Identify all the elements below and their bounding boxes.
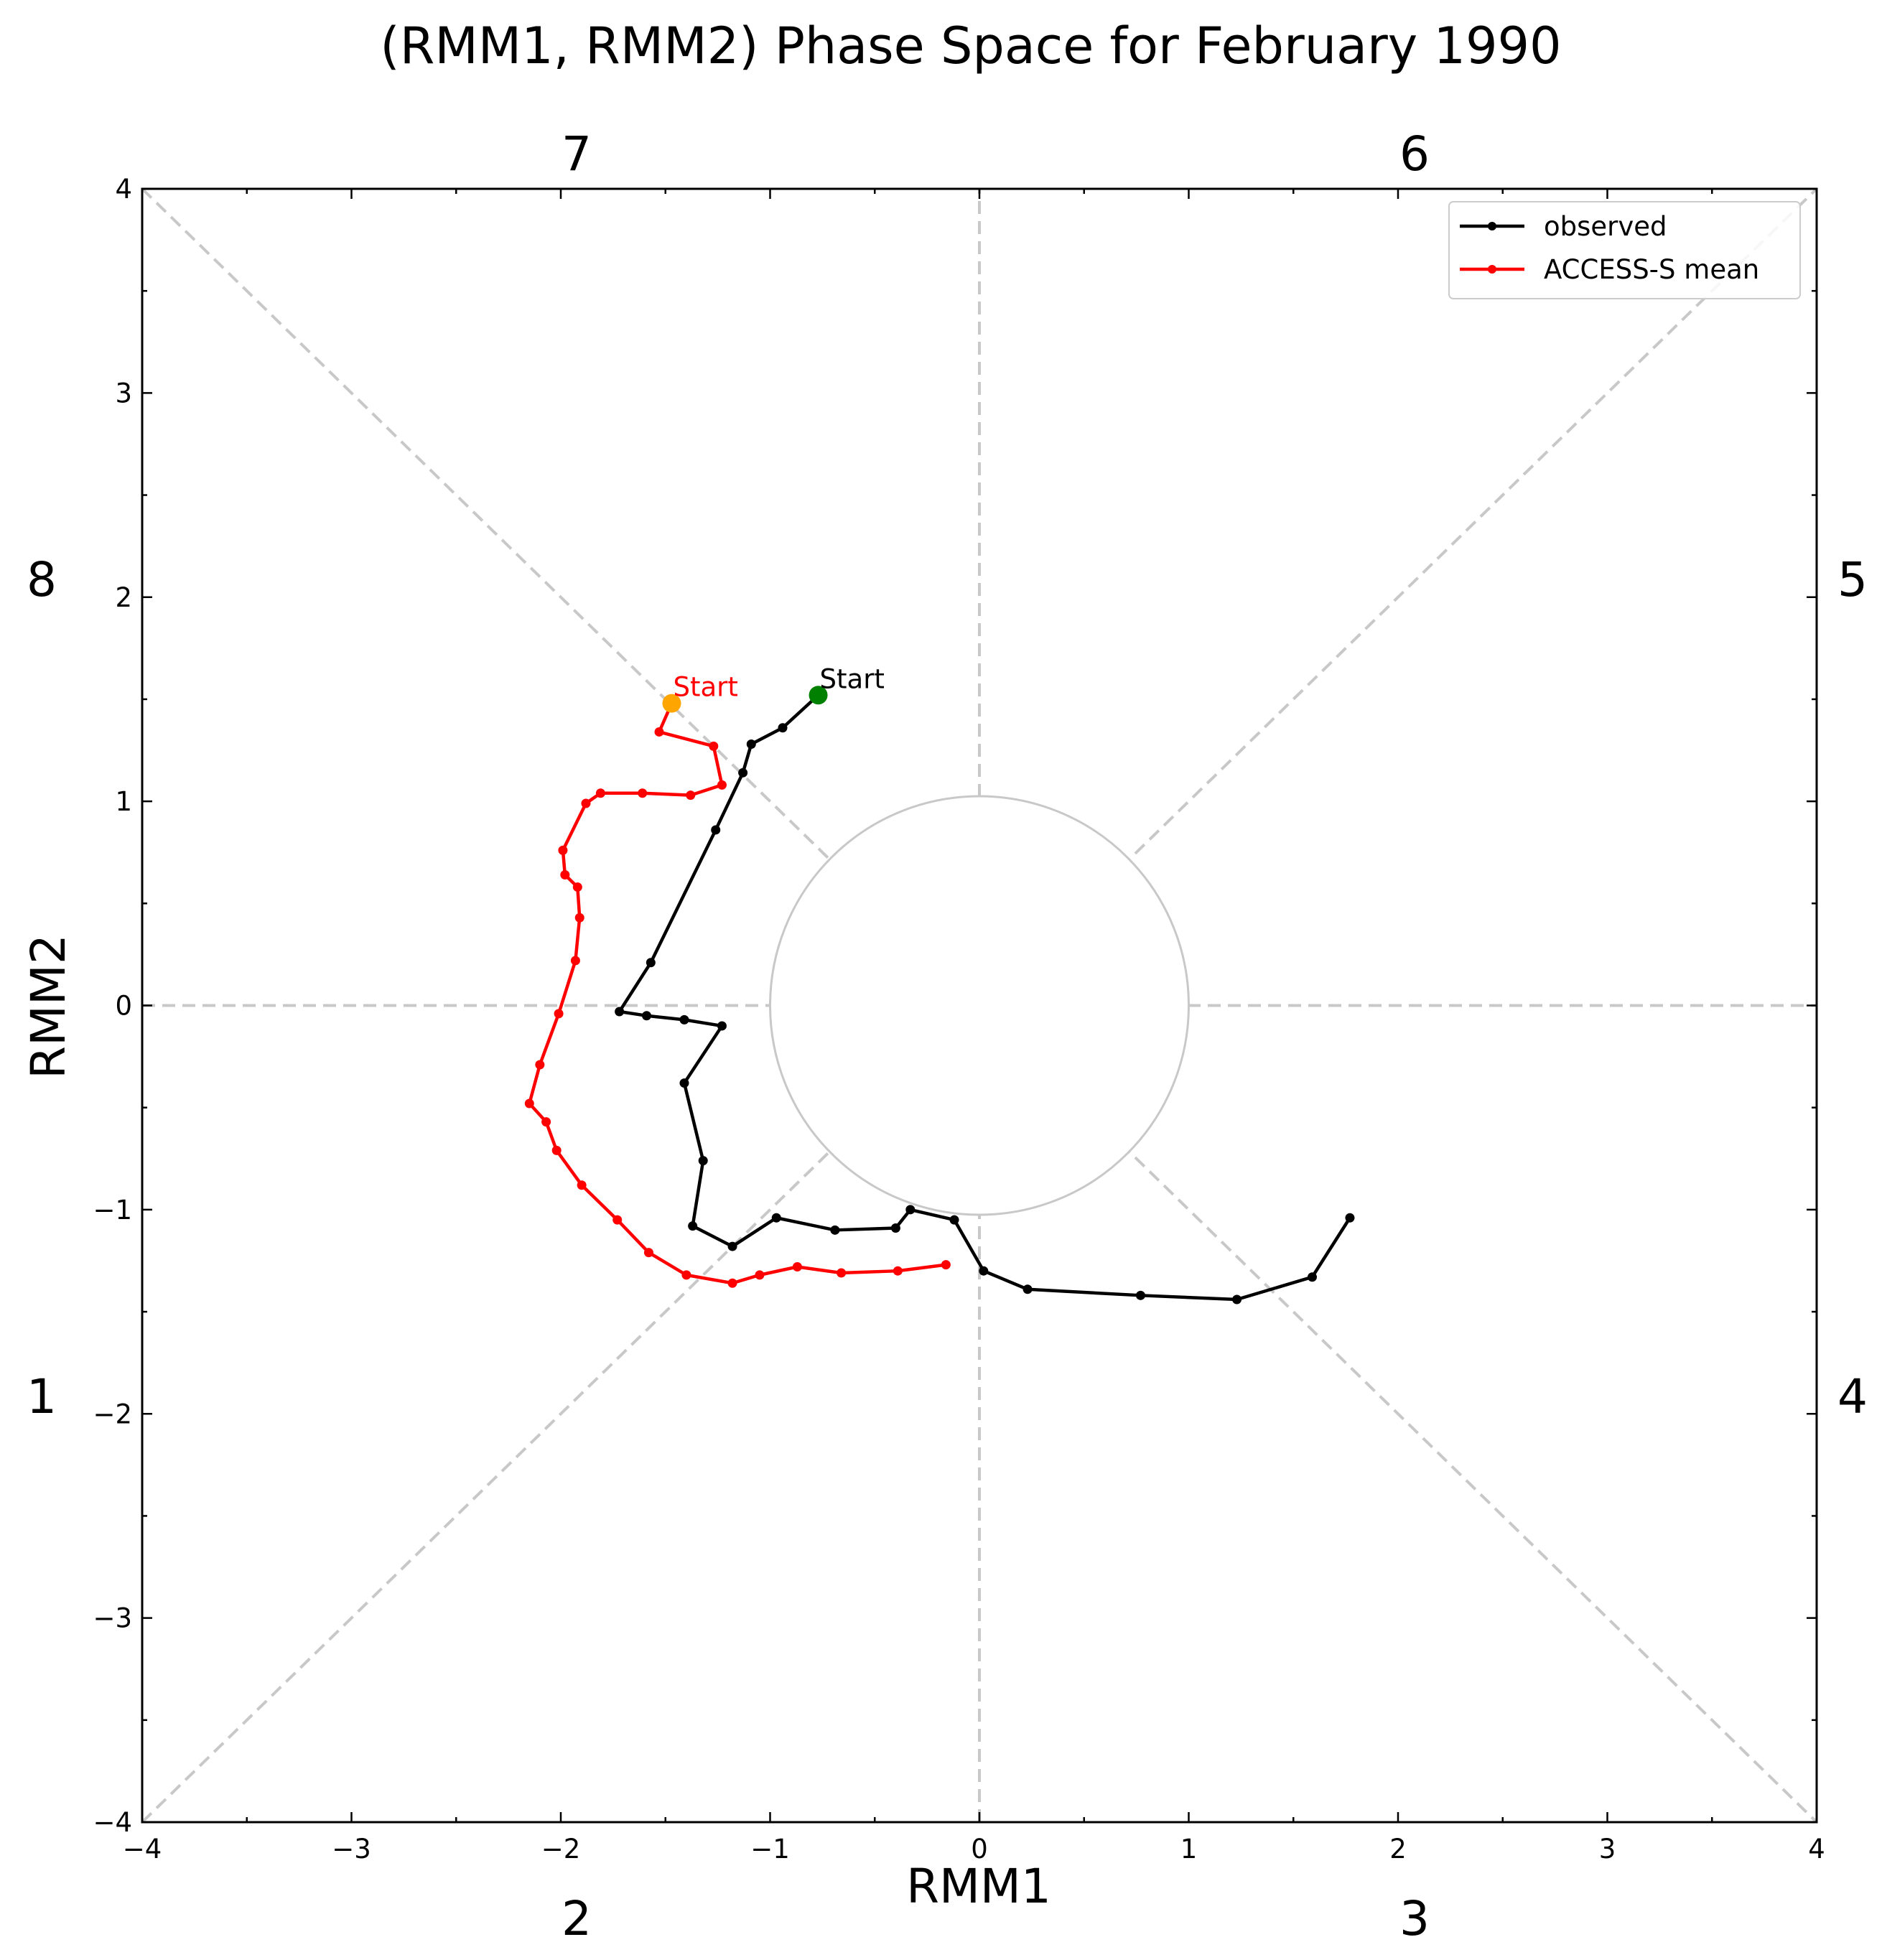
legend-marker-observed xyxy=(1488,222,1496,230)
data-point-observed xyxy=(646,958,656,968)
series-layer xyxy=(524,690,1355,1305)
data-point-observed xyxy=(615,1007,625,1017)
data-point-observed xyxy=(711,825,721,835)
data-point-observed xyxy=(717,1021,727,1031)
data-point-access-s-mean xyxy=(643,1248,653,1258)
data-point-observed xyxy=(746,739,756,749)
data-point-observed xyxy=(949,1215,959,1225)
unit-circle xyxy=(769,795,1190,1216)
data-point-observed xyxy=(1345,1213,1355,1223)
data-point-access-s-mean xyxy=(524,1098,534,1109)
y-tick-label: 0 xyxy=(115,991,132,1022)
data-point-access-s-mean xyxy=(709,741,719,751)
legend-marker-access-s-mean xyxy=(1488,265,1496,274)
data-point-observed xyxy=(905,1205,916,1215)
data-point-access-s-mean xyxy=(572,882,582,892)
data-point-access-s-mean xyxy=(558,845,568,855)
phase-label-8: 8 xyxy=(27,552,57,607)
data-point-access-s-mean xyxy=(681,1270,691,1280)
phase-label-5: 5 xyxy=(1837,552,1868,607)
data-point-access-s-mean xyxy=(717,780,727,790)
y-tick-label: 4 xyxy=(115,174,132,205)
data-point-access-s-mean xyxy=(560,870,570,879)
data-point-access-s-mean xyxy=(686,790,696,801)
data-point-observed xyxy=(1232,1294,1242,1305)
x-tick-label: 4 xyxy=(1808,1834,1825,1865)
x-tick-label: 0 xyxy=(971,1834,988,1865)
legend: observed ACCESS-S mean xyxy=(1448,201,1801,299)
data-point-observed xyxy=(688,1221,698,1231)
data-point-access-s-mean xyxy=(941,1260,951,1270)
phase-label-3: 3 xyxy=(1399,1891,1430,1946)
x-tick-label: −3 xyxy=(332,1834,371,1865)
legend-label-access-s-mean: ACCESS-S mean xyxy=(1544,254,1759,285)
legend-box xyxy=(1448,201,1801,299)
start-label-observed: Start xyxy=(820,663,885,694)
start-marker-access-s-mean xyxy=(662,694,681,713)
data-point-access-s-mean xyxy=(837,1268,847,1278)
ticks: −4 −3 −2 −1 0 1 2 3 4 −4 −3 −2 −1 0 1 2 3 4 xyxy=(93,174,1825,1865)
data-point-access-s-mean xyxy=(595,788,605,798)
data-point-observed xyxy=(738,767,748,778)
x-tick-label: −4 xyxy=(123,1834,162,1865)
data-point-access-s-mean xyxy=(570,956,580,966)
y-tick-label: −4 xyxy=(93,1807,132,1838)
data-point-observed xyxy=(727,1241,737,1251)
x-axis-label: RMM1 xyxy=(906,1859,1051,1914)
phase-label-2: 2 xyxy=(562,1891,592,1946)
y-axis-label: RMM2 xyxy=(21,934,76,1079)
y-tick-label: −1 xyxy=(93,1195,132,1226)
data-point-access-s-mean xyxy=(554,1009,564,1019)
y-tick-label: 1 xyxy=(115,786,132,817)
data-point-access-s-mean xyxy=(638,788,648,798)
x-tick-label: −2 xyxy=(541,1834,581,1865)
x-tick-label: 2 xyxy=(1389,1834,1407,1865)
data-point-access-s-mean xyxy=(581,798,591,808)
data-point-observed xyxy=(679,1014,689,1025)
x-tick-label: 3 xyxy=(1599,1834,1616,1865)
data-point-access-s-mean xyxy=(551,1145,562,1155)
data-point-observed xyxy=(642,1011,652,1021)
data-point-observed xyxy=(1135,1290,1145,1300)
data-point-observed xyxy=(890,1223,900,1233)
start-marker-observed xyxy=(809,686,828,705)
data-point-observed xyxy=(830,1225,840,1235)
y-tick-label: −3 xyxy=(93,1603,132,1634)
legend-label-observed: observed xyxy=(1544,211,1667,242)
data-point-observed xyxy=(698,1156,708,1166)
data-point-observed xyxy=(979,1266,989,1276)
phase-label-1: 1 xyxy=(27,1369,57,1424)
data-point-access-s-mean xyxy=(535,1060,545,1070)
phase-label-7: 7 xyxy=(562,126,592,182)
phase-label-4: 4 xyxy=(1837,1369,1868,1424)
data-point-access-s-mean xyxy=(893,1266,903,1276)
data-point-access-s-mean xyxy=(792,1262,802,1271)
data-point-observed xyxy=(1307,1272,1317,1282)
data-point-access-s-mean xyxy=(727,1278,737,1288)
x-tick-label: 1 xyxy=(1180,1834,1198,1865)
data-point-access-s-mean xyxy=(541,1117,551,1127)
data-point-observed xyxy=(771,1213,781,1223)
data-point-observed xyxy=(778,723,788,733)
data-point-observed xyxy=(679,1078,689,1088)
phase-label-6: 6 xyxy=(1399,126,1430,182)
y-tick-label: −2 xyxy=(93,1399,132,1429)
y-tick-label: 3 xyxy=(115,378,132,409)
chart-title: (RMM1, RMM2) Phase Space for February 19… xyxy=(380,17,1561,75)
y-tick-label: 2 xyxy=(115,582,132,613)
start-label-access-s-mean: Start xyxy=(673,672,737,703)
data-point-access-s-mean xyxy=(612,1215,623,1225)
series-line-access-s-mean xyxy=(528,702,946,1285)
x-tick-label: −1 xyxy=(750,1834,790,1865)
data-point-access-s-mean xyxy=(654,727,664,737)
data-point-access-s-mean xyxy=(574,913,584,923)
data-point-observed xyxy=(1022,1284,1033,1294)
start-markers: Start Start xyxy=(662,663,885,713)
data-point-access-s-mean xyxy=(577,1180,587,1190)
data-point-access-s-mean xyxy=(755,1270,765,1280)
